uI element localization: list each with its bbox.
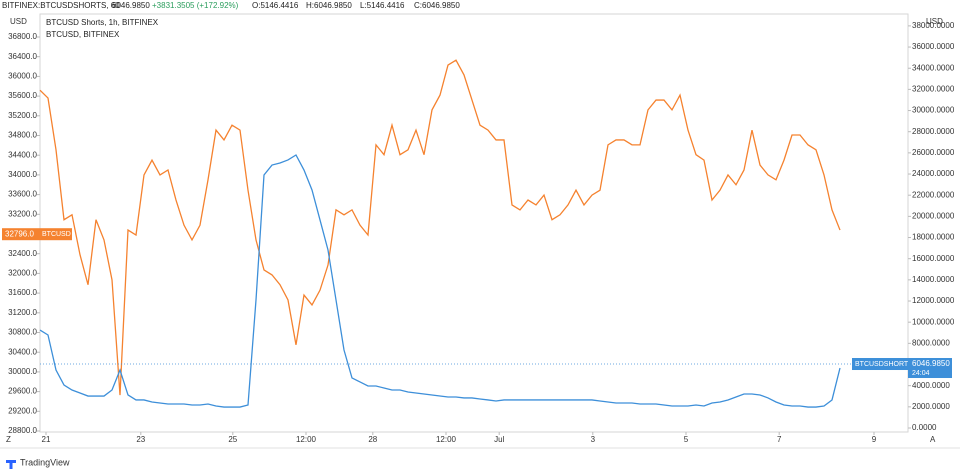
y2-tick-label: 14000.0000	[912, 275, 955, 284]
x-tick-label: 9	[872, 435, 877, 444]
y-tick-label: 34800.0	[8, 131, 37, 140]
last-value-label: 6046.9850	[912, 359, 950, 368]
y2-tick-label: 16000.0000	[912, 254, 955, 263]
y-tick-label: 30800.0	[8, 328, 37, 337]
series-line	[39, 154, 841, 408]
x-tick-label: 12:00	[436, 435, 457, 444]
y-tick-label: 31600.0	[8, 288, 37, 297]
change: +3831.3505 (+172.92%)	[152, 1, 239, 10]
y-tick-label: 36400.0	[8, 52, 37, 61]
y2-axis-unit: USD	[926, 17, 943, 26]
y-tick-label: 29200.0	[8, 406, 37, 415]
high: H:6046.9850	[306, 1, 352, 10]
y2-tick-label: 28000.0000	[912, 127, 955, 136]
plot-frame	[39, 13, 909, 433]
y2-tick-label: 0.0000	[912, 423, 937, 432]
open: O:5146.4416	[252, 1, 299, 10]
y2-tick-label: 36000.0000	[912, 42, 955, 51]
brand-logo	[6, 460, 16, 469]
legend-line: BTCUSD Shorts, 1h, BITFINEX	[46, 18, 159, 27]
price: 6046.9850	[112, 1, 150, 10]
last-value-tag	[908, 358, 952, 379]
last-value-tag	[2, 228, 72, 241]
x-tick-label: 28	[368, 435, 377, 444]
y-tick-label: 35600.0	[8, 91, 37, 100]
y2-tick-label: 24000.0000	[912, 169, 955, 178]
y-tick-label: 35200.0	[8, 111, 37, 120]
y2-tick-label: 8000.0000	[912, 338, 950, 347]
y-tick-label: 30400.0	[8, 347, 37, 356]
y-tick-label: 33200.0	[8, 209, 37, 218]
y2-tick-label: 12000.0000	[912, 296, 955, 305]
y-tick-label: 34000.0	[8, 170, 37, 179]
y-tick-label: 32400.0	[8, 249, 37, 258]
y-tick-label: 33600.0	[8, 190, 37, 199]
y-tick-label: 30000.0	[8, 367, 37, 376]
close: C:6046.9850	[414, 1, 460, 10]
y-tick-label: 29600.0	[8, 387, 37, 396]
y2-tick-label: 34000.0000	[912, 63, 955, 72]
y-axis-unit: USD	[10, 17, 27, 26]
y2-tick-label: 22000.0000	[912, 190, 955, 199]
x-tick-label: 5	[684, 435, 689, 444]
low: L:5146.4416	[360, 1, 405, 10]
symbol: BITFINEX:BTCUSDSHORTS, 60	[2, 1, 120, 10]
last-value-label: 32796.0	[5, 229, 34, 238]
y2-tick-label: 20000.0000	[912, 211, 955, 220]
y-tick-label: 36000.0	[8, 72, 37, 81]
y2-tick-label: 30000.0000	[912, 106, 955, 115]
y-tick-label: 32000.0	[8, 269, 37, 278]
scale-button[interactable]: Z	[6, 435, 11, 444]
brand: TradingView	[20, 457, 70, 467]
y2-tick-label: 38000.0000	[912, 21, 955, 30]
x-tick-label: 12:00	[296, 435, 317, 444]
legend-line: BTCUSD, BITFINEX	[46, 30, 120, 39]
x-tick-label: 21	[42, 435, 51, 444]
y2-tick-label: 26000.0000	[912, 148, 955, 157]
x-tick-label: 7	[777, 435, 782, 444]
y2-tick-label: 10000.0000	[912, 317, 955, 326]
y-tick-label: 28800.0	[8, 426, 37, 435]
y-tick-label: 31200.0	[8, 308, 37, 317]
series-line	[39, 59, 841, 396]
y2-tick-label: 4000.0000	[912, 381, 950, 390]
x-tick-label: 25	[228, 435, 237, 444]
y-tick-label: 36800.0	[8, 32, 37, 41]
x-tick-label: 3	[591, 435, 596, 444]
countdown: 24:04	[912, 370, 930, 377]
y2-tick-label: 32000.0000	[912, 84, 955, 93]
series-tag-label: BTCUSD	[42, 231, 71, 238]
x-tick-label: 23	[136, 435, 145, 444]
series-tag	[852, 358, 908, 371]
y2-tick-label: 18000.0000	[912, 233, 955, 242]
y2-tick-label: 2000.0000	[912, 402, 950, 411]
y-tick-label: 34400.0	[8, 150, 37, 159]
x-tick-label: Jul	[494, 435, 504, 444]
scale-button[interactable]: A	[930, 435, 936, 444]
series-tag-label: BTCUSDSHORTS	[855, 361, 913, 368]
